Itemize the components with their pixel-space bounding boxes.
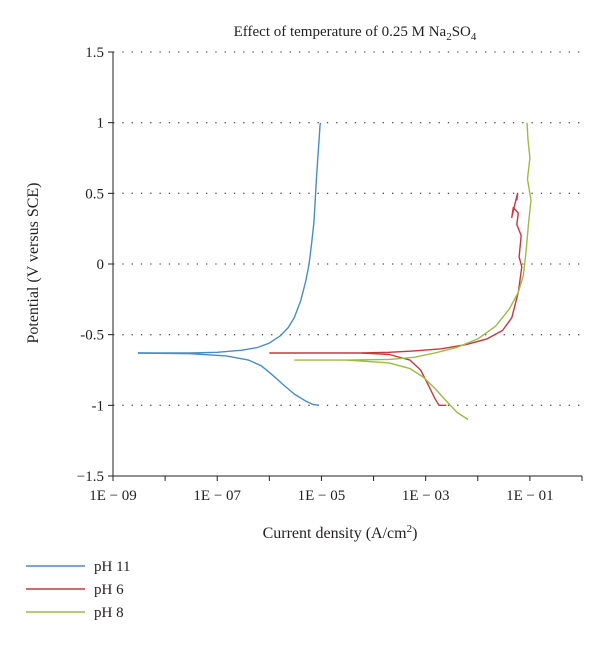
series-line-anodic	[137, 122, 322, 354]
y-tick-label: -0.5	[80, 328, 104, 344]
x-tick-labels: 1E − 09 1E − 07 1E − 05 1E − 03 1E − 01	[89, 476, 583, 504]
title-prefix: Effect of temperature of 0.25 M Na	[234, 24, 447, 40]
y-tick-label: 0.5	[85, 186, 104, 202]
x-tick-label: 1E − 07	[193, 488, 241, 504]
y-tick-label: 1.5	[85, 45, 104, 61]
xlabel-suffix: )	[412, 525, 417, 542]
legend: pH 11 pH 6 pH 8	[26, 559, 131, 621]
legend-label: pH 11	[94, 559, 131, 575]
title-sub2: 4	[471, 31, 477, 43]
x-axis-title: Current density (A/cm2)	[263, 523, 418, 542]
xlabel-prefix: Current density (A/cm	[263, 525, 408, 542]
series-line-cathodic	[137, 352, 320, 406]
y-axis-title: Potential (V versus SCE)	[25, 182, 42, 343]
y-tick-labels: 1.5 1 0.5 0 -0.5 -1 −1.5	[77, 45, 113, 485]
legend-label: pH 6	[94, 582, 124, 598]
y-tick-label: −1.5	[77, 469, 104, 485]
x-tick-label: 1E − 01	[506, 488, 554, 504]
title-sub1: 2	[446, 31, 452, 43]
y-tick-label: -1	[92, 398, 105, 414]
legend-label: pH 8	[94, 605, 124, 621]
chart-title: Effect of temperature of 0.25 M Na2SO4	[234, 24, 477, 43]
series-lines	[137, 122, 532, 421]
series-line-anodic	[294, 122, 532, 361]
x-tick-label: 1E − 03	[402, 488, 450, 504]
series-line-cathodic	[346, 359, 469, 421]
gridlines	[113, 51, 582, 406]
series-line-cathodic	[361, 352, 447, 406]
y-tick-label: 1	[97, 116, 105, 132]
title-middle: SO	[452, 24, 471, 40]
x-tick-label: 1E − 09	[89, 488, 137, 504]
axes	[112, 52, 582, 477]
y-tick-label: 0	[97, 257, 105, 273]
x-tick-label: 1E − 05	[298, 488, 346, 504]
xlabel-sup: 2	[407, 523, 413, 535]
